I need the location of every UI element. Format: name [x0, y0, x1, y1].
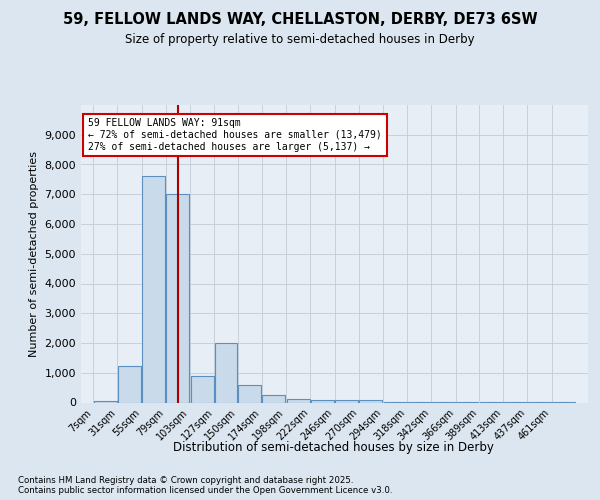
Bar [287, 399, 310, 402]
Text: Distribution of semi-detached houses by size in Derby: Distribution of semi-detached houses by … [173, 441, 493, 454]
Bar [94, 401, 117, 402]
Text: Contains public sector information licensed under the Open Government Licence v3: Contains public sector information licen… [18, 486, 392, 495]
Text: 59, FELLOW LANDS WAY, CHELLASTON, DERBY, DE73 6SW: 59, FELLOW LANDS WAY, CHELLASTON, DERBY,… [62, 12, 538, 28]
Bar [335, 400, 358, 402]
Text: Size of property relative to semi-detached houses in Derby: Size of property relative to semi-detach… [125, 34, 475, 46]
Text: Contains HM Land Registry data © Crown copyright and database right 2025.: Contains HM Land Registry data © Crown c… [18, 476, 353, 485]
Bar [311, 400, 334, 402]
Bar [262, 395, 286, 402]
Bar [118, 366, 141, 403]
Bar [166, 194, 190, 402]
Bar [238, 385, 261, 402]
Text: 59 FELLOW LANDS WAY: 91sqm
← 72% of semi-detached houses are smaller (13,479)
27: 59 FELLOW LANDS WAY: 91sqm ← 72% of semi… [88, 118, 382, 152]
Bar [142, 176, 165, 402]
Y-axis label: Number of semi-detached properties: Number of semi-detached properties [29, 151, 39, 357]
Bar [215, 343, 237, 402]
Bar [191, 376, 214, 402]
Bar [359, 400, 382, 402]
